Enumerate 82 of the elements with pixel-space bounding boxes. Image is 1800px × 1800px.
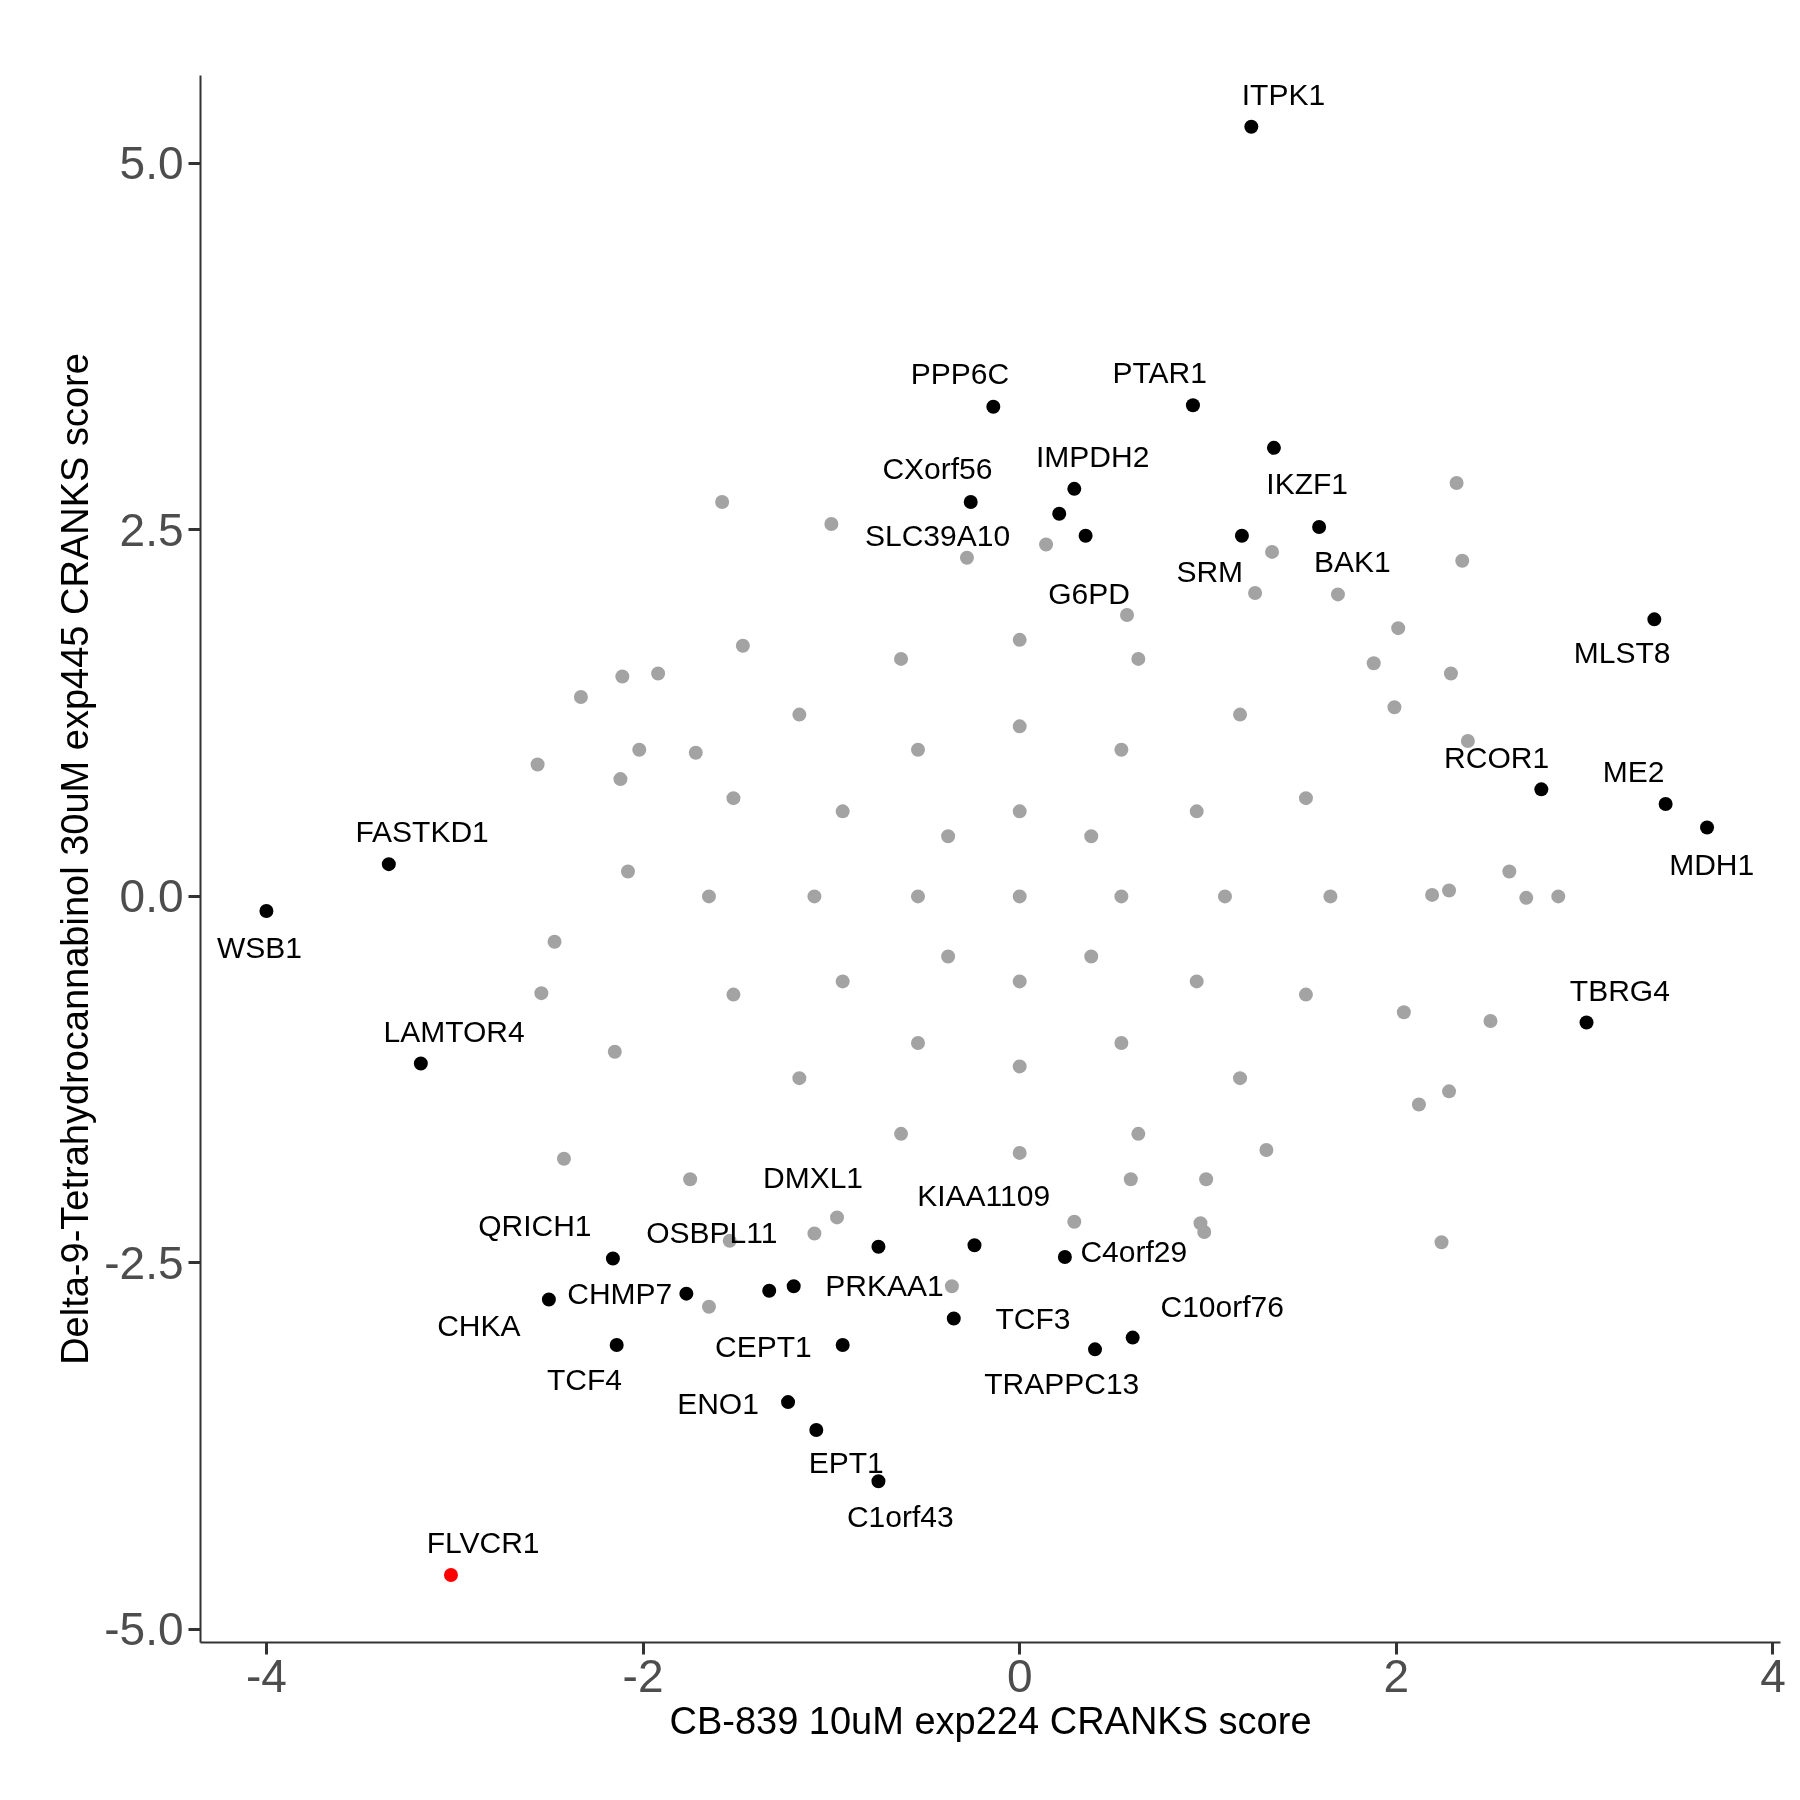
annotation: CHMP7 [567,1277,673,1311]
point [1658,797,1673,812]
annotation: ENO1 [677,1386,759,1420]
annotation: IKZF1 [1266,466,1349,500]
annotation: IMPDH2 [1035,440,1150,474]
point [609,1337,624,1352]
point [1185,398,1200,413]
annotation: C4orf29 [1080,1234,1188,1268]
y-tick-label: 0.0 [119,870,184,923]
point [809,1422,824,1437]
point [871,1239,886,1254]
annotation: TBRG4 [1569,973,1670,1007]
point [605,1251,620,1266]
annotation: PRKAA1 [825,1268,944,1302]
point [1234,528,1249,543]
annotation: PPP6C [910,356,1010,390]
point [1078,528,1093,543]
point [871,1474,886,1489]
y-tick-label: 2.5 [119,503,184,556]
annotation: BAK1 [1314,544,1391,578]
annotation: C1orf43 [846,1500,954,1534]
annotation: RCOR1 [1444,740,1550,774]
annotation: ITPK1 [1241,78,1326,112]
point [1244,119,1259,134]
annotation: SLC39A10 [865,519,1011,553]
point [1052,506,1067,521]
annotation: MLST8 [1573,636,1671,670]
y-tick-label: -2.5 [104,1236,184,1289]
annotation: TRAPPC13 [984,1367,1140,1401]
annotation: FLVCR1 [426,1526,540,1560]
point [946,1311,961,1326]
annotation: PTAR1 [1112,355,1207,389]
y-tick-label: 5.0 [119,137,184,190]
point [1067,481,1082,496]
annotation: G6PD [1048,576,1130,610]
annotation: OSBPL11 [646,1215,778,1249]
point [1312,520,1327,534]
point [781,1395,796,1410]
point [1057,1249,1072,1264]
annotation: C10orf76 [1160,1290,1284,1324]
point [1534,782,1549,797]
point [986,399,1001,414]
point [1579,1015,1594,1030]
point [1266,440,1281,455]
x-tick-label: 2 [1383,1649,1410,1702]
x-tick-label: -2 [622,1649,664,1702]
annotation: WSB1 [217,931,303,965]
annotation: EPT1 [808,1445,884,1479]
point [835,1337,850,1352]
point [963,495,978,510]
point [443,1568,458,1583]
point [1088,1342,1103,1357]
point [762,1283,777,1298]
annotation: CXorf56 [882,452,993,486]
annotation: QRICH1 [478,1208,592,1242]
annotation: CHKA [437,1309,521,1343]
annotation: ME2 [1602,755,1665,789]
annotation: DMXL1 [763,1161,864,1195]
x-axis-title: CB-839 10uM exp224 CRANKS score [669,1699,1312,1742]
y-tick-label: -5.0 [104,1603,184,1656]
point [381,857,396,872]
annotation: KIAA1109 [917,1179,1051,1213]
annotation: SRM [1176,554,1244,588]
annotation: TCF4 [547,1362,623,1396]
point [413,1056,428,1071]
point [967,1238,982,1253]
annotation: TCF3 [995,1302,1071,1336]
y-axis-title: Delta-9-Tetrahydrocannabinol 30uM exp445 CRANKS score [54,353,97,1365]
point [679,1286,694,1301]
x-tick-label: 4 [1760,1649,1786,1702]
point [1647,612,1662,627]
x-tick-label: 0 [1006,1649,1033,1702]
point [786,1279,801,1294]
annotation: FASTKD1 [355,815,489,849]
point [1125,1330,1140,1345]
point [259,904,274,919]
annotation: LAMTOR4 [383,1014,525,1048]
annotation: CEPT1 [715,1329,812,1363]
point [1700,820,1715,835]
annotation: MDH1 [1669,847,1755,881]
point [541,1292,556,1307]
x-tick-label: -4 [245,1649,287,1702]
